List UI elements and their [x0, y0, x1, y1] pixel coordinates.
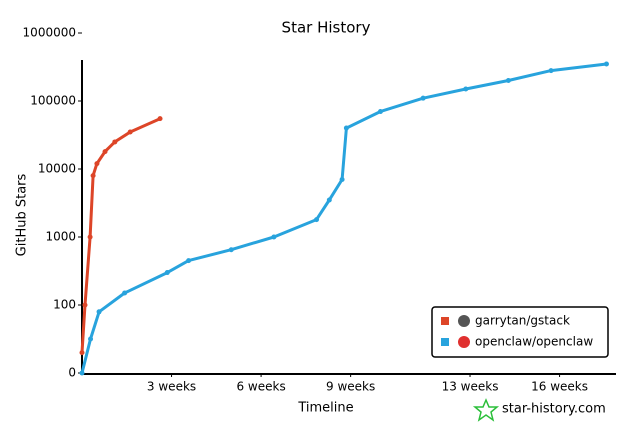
y-tick-label: 10000 [38, 162, 76, 176]
x-axis-label: Timeline [297, 401, 353, 416]
data-point [343, 125, 349, 131]
data-point [79, 350, 85, 356]
legend-label: garrytan/gstack [475, 314, 570, 328]
legend-swatch [441, 338, 449, 346]
data-point [603, 61, 609, 67]
data-point [88, 336, 94, 342]
data-point [82, 302, 88, 308]
x-tick-label: 9 weeks [326, 380, 375, 394]
data-point [186, 258, 192, 264]
data-point [377, 109, 383, 115]
data-point [79, 370, 85, 376]
series-line [80, 117, 161, 353]
data-point [548, 68, 554, 74]
x-tick-label: 3 weeks [147, 380, 196, 394]
watermark-text: star-history.com [502, 402, 606, 417]
data-point [339, 177, 345, 183]
series-line [80, 62, 607, 374]
legend-label: openclaw/openclaw [475, 335, 593, 349]
x-tick-label: 16 weeks [531, 380, 588, 394]
chart-title: Star History [282, 19, 371, 37]
data-point [122, 290, 128, 296]
legend-swatch [441, 317, 449, 325]
legend-box [431, 306, 609, 358]
y-tick-label: 100 [53, 298, 76, 312]
data-point [326, 197, 332, 203]
data-point [420, 95, 426, 101]
data-point [314, 217, 320, 223]
y-tick-label: 100000 [30, 94, 76, 108]
data-point [271, 234, 277, 240]
data-point [505, 78, 511, 84]
watermark-icon [472, 398, 500, 422]
data-point [164, 270, 170, 276]
data-point [112, 139, 118, 145]
legend-avatar [458, 315, 470, 327]
legend-avatar [458, 336, 470, 348]
data-point [90, 173, 96, 179]
y-tick-label: 1000 [45, 230, 76, 244]
data-point [228, 247, 234, 253]
x-tick-label: 13 weeks [442, 380, 499, 394]
data-point [463, 86, 469, 92]
y-tick-label: 0 [68, 366, 76, 380]
data-point [127, 129, 133, 135]
data-point [96, 309, 102, 315]
data-point [157, 116, 163, 122]
x-tick-label: 6 weeks [236, 380, 285, 394]
watermark: star-history.com [472, 398, 606, 422]
data-point [102, 149, 108, 155]
y-tick-label: 1000000 [23, 26, 76, 40]
y-axis-label: GitHub Stars [15, 173, 30, 256]
data-point [87, 234, 93, 240]
data-point [94, 161, 100, 167]
